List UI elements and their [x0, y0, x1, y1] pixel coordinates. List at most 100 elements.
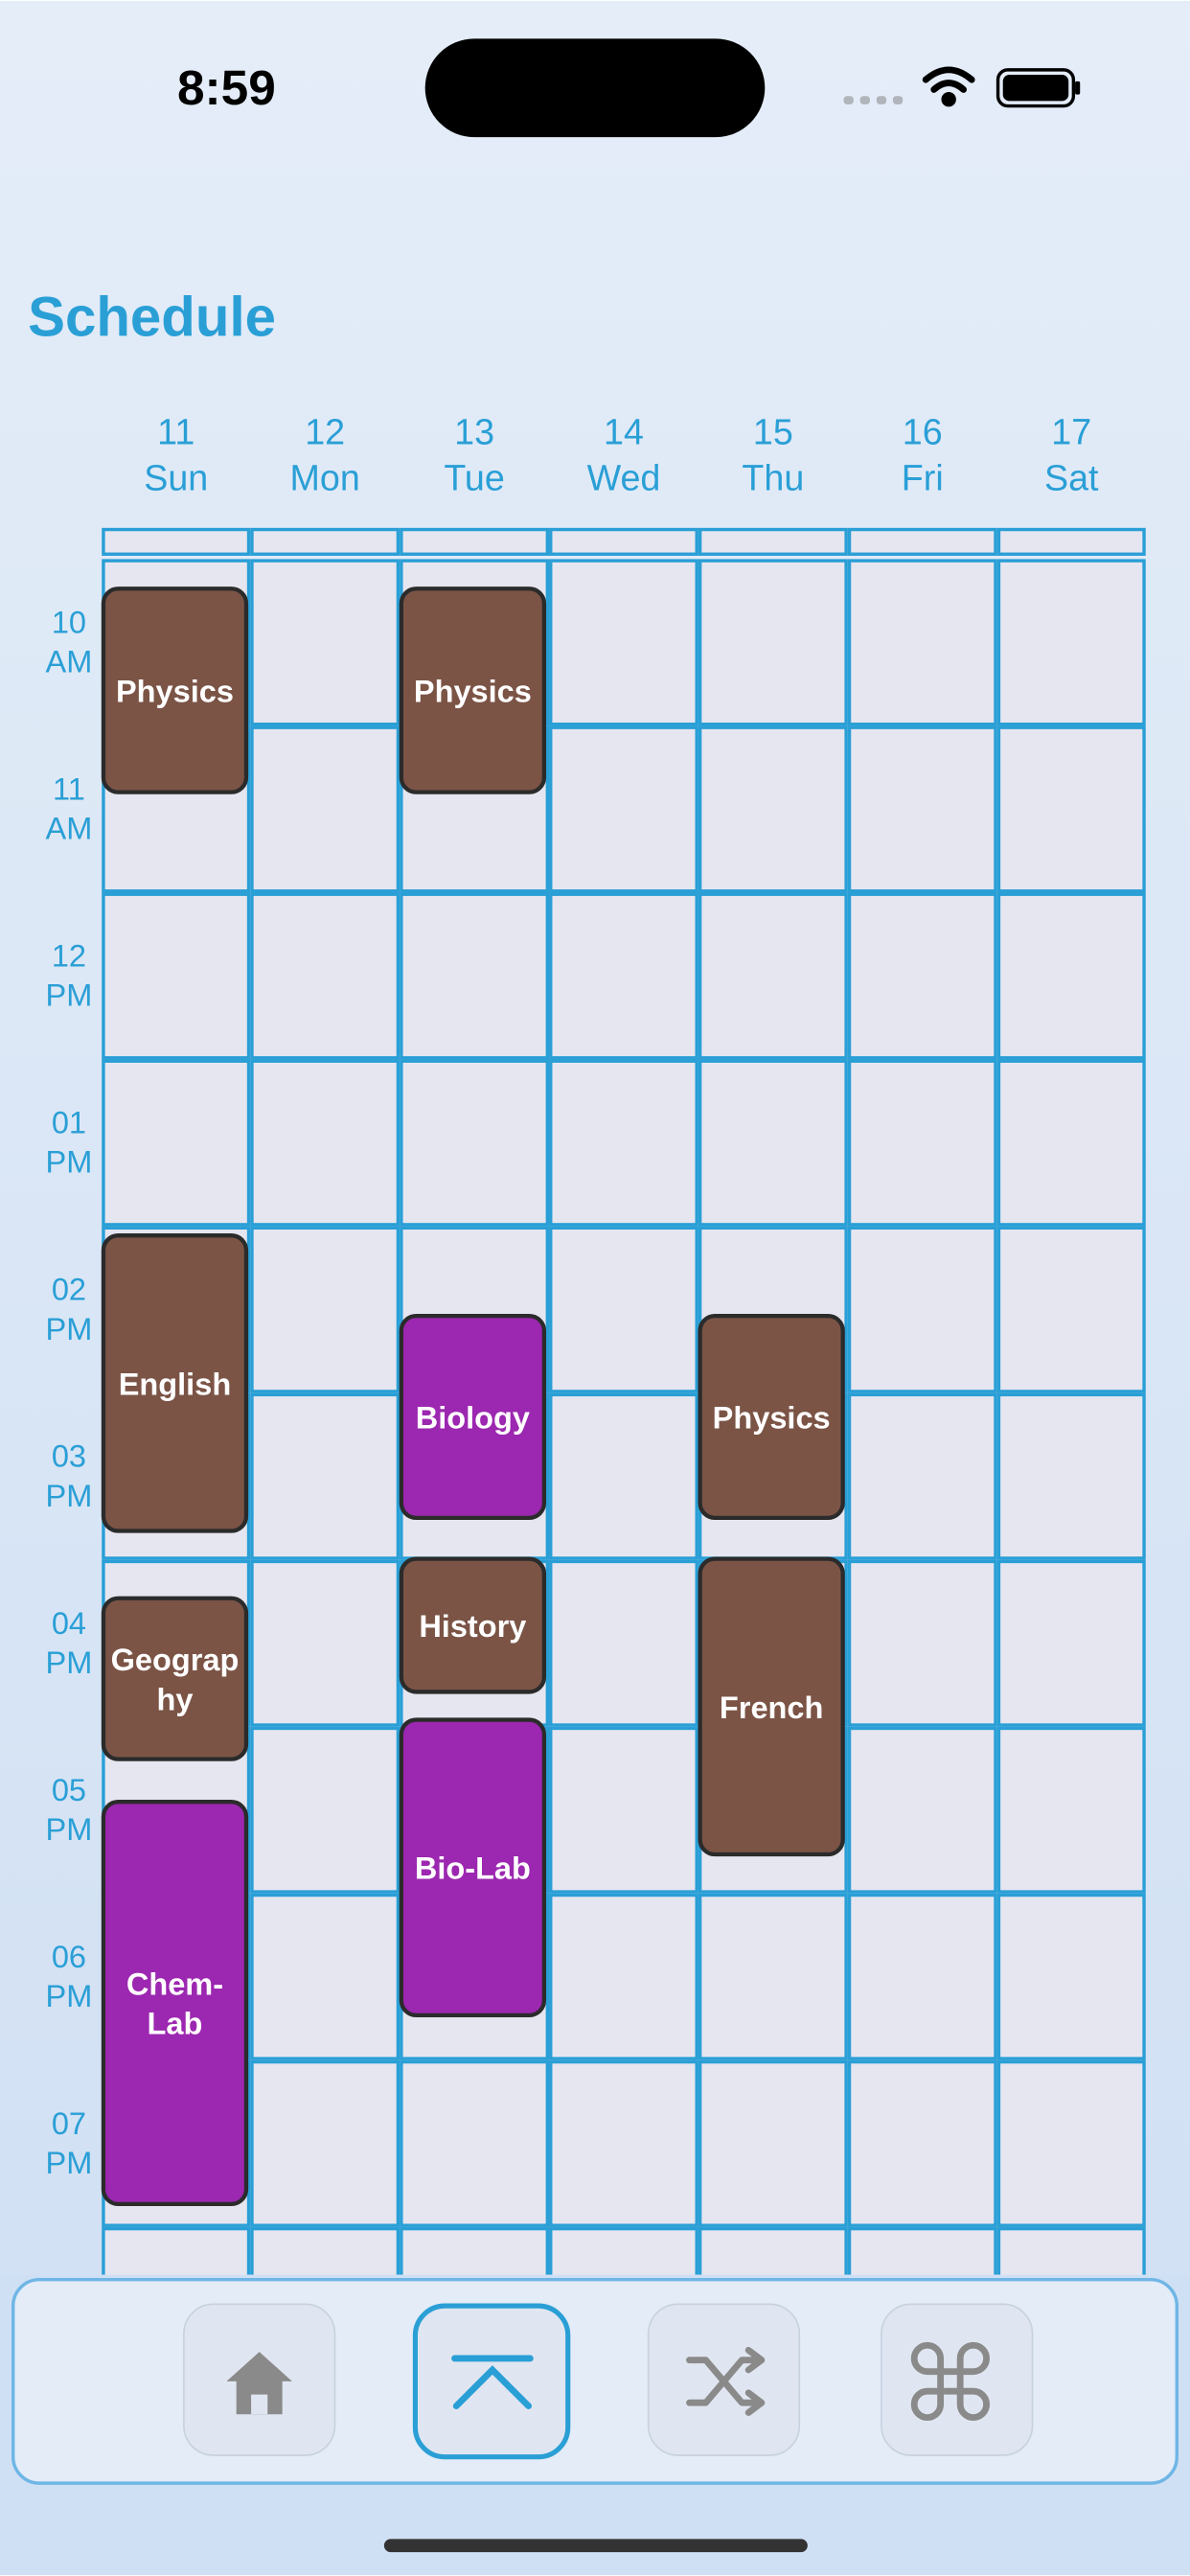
- day-date: 11: [157, 411, 195, 451]
- event-label: Physics: [713, 1400, 831, 1435]
- grid-cell: [996, 1559, 1146, 1727]
- grid-cell: [996, 1059, 1146, 1227]
- grid-cell: [250, 892, 400, 1060]
- event-label: French: [720, 1690, 823, 1725]
- event-box: [399, 586, 547, 794]
- event-box: [101, 1596, 249, 1761]
- day-date: 15: [753, 411, 793, 451]
- event[interactable]: History: [399, 1556, 547, 1694]
- grid-cell: [549, 1226, 698, 1393]
- grid-cell: [250, 725, 400, 893]
- wifi-icon: [922, 66, 975, 107]
- event-label: English: [119, 1367, 231, 1401]
- grid-cell: [400, 2059, 550, 2227]
- grid-cell: [847, 1559, 997, 1727]
- grid-cell: [400, 527, 550, 556]
- hour-label: 03: [52, 1439, 86, 1474]
- grid-cell: [996, 2059, 1146, 2227]
- event[interactable]: Biology: [399, 1313, 547, 1520]
- grid-cell: [847, 1392, 997, 1560]
- grid-cell: [549, 1392, 698, 1560]
- grid-cell: [549, 1726, 698, 1894]
- event-box: [101, 1233, 249, 1533]
- home-indicator: [383, 2539, 808, 2553]
- event[interactable]: Physics: [399, 586, 547, 794]
- grid-cell: [847, 527, 997, 556]
- schedule-grid: [102, 527, 1146, 2296]
- event-label: Geograp: [111, 1643, 240, 1677]
- period-label: AM: [46, 812, 93, 846]
- event-box: [399, 1717, 547, 2018]
- event[interactable]: Bio-Lab: [399, 1717, 547, 2018]
- event-label: History: [419, 1609, 526, 1644]
- period-label: PM: [46, 1479, 93, 1513]
- grid-cell: [847, 1726, 997, 1894]
- grid-cell: [996, 892, 1146, 1060]
- grid-cell: [250, 1893, 400, 2060]
- day-name: Wed: [587, 457, 661, 497]
- grid-cell: [250, 1559, 400, 1727]
- hour-label: 12: [52, 939, 86, 974]
- day-date: 16: [903, 411, 943, 451]
- period-label: PM: [46, 1145, 93, 1180]
- grid-cell: [698, 527, 848, 556]
- period-label: PM: [46, 2146, 93, 2180]
- grid-cell: [250, 2059, 400, 2227]
- grid-cell: [847, 1226, 997, 1393]
- grid-cell: [847, 725, 997, 893]
- period-label: PM: [46, 1812, 93, 1847]
- home-button[interactable]: [183, 2303, 336, 2456]
- event-box: [698, 1313, 845, 1520]
- grid-cell: [549, 725, 698, 893]
- grid-cell: [847, 2059, 997, 2227]
- event[interactable]: French: [698, 1556, 845, 1857]
- event-box: [399, 1556, 547, 1694]
- event[interactable]: Geograp hy: [101, 1596, 249, 1761]
- day-name: Sun: [144, 457, 208, 497]
- grid-cell: [996, 1893, 1146, 2060]
- grid-cell: [996, 1392, 1146, 1560]
- event-label: Bio-Lab: [415, 1852, 531, 1886]
- grid-cell: [847, 1893, 997, 2060]
- grid-cell: [698, 892, 848, 1060]
- period-label: PM: [46, 1645, 93, 1680]
- grid-cell: [698, 1893, 848, 2060]
- command-button[interactable]: [881, 2303, 1034, 2456]
- top-button[interactable]: [412, 2303, 571, 2460]
- event-box: [101, 586, 249, 794]
- period-label: PM: [46, 978, 93, 1013]
- battery-icon: [995, 68, 1081, 108]
- event[interactable]: Physics: [101, 586, 249, 794]
- period-label: PM: [46, 1312, 93, 1346]
- event-box: [101, 1800, 249, 2207]
- events: Physics Physics English Biology Physics Histo…: [101, 586, 845, 2207]
- day-name: Fri: [902, 457, 944, 497]
- event[interactable]: Chem- Lab: [101, 1800, 249, 2207]
- grid-cell: [698, 725, 848, 893]
- event-box: [399, 1313, 547, 1520]
- grid-cell: [250, 1726, 400, 1894]
- event[interactable]: Physics: [698, 1313, 845, 1520]
- grid-cell: [698, 1059, 848, 1227]
- event-label: Physics: [414, 674, 532, 708]
- hour-label: 11: [53, 772, 85, 807]
- day-name: Sat: [1044, 457, 1099, 497]
- labels: 11 Sun 12 Mon 13 Tue 14 Wed 15 Thu 16 Fri 17 Sat 10 AM 1…: [46, 411, 1099, 2180]
- grid-cell: [996, 1726, 1146, 1894]
- event-label: hy: [156, 1682, 193, 1716]
- event[interactable]: English: [101, 1233, 249, 1533]
- event-label: Chem-: [126, 1966, 223, 2001]
- status-time: 8:59: [177, 59, 276, 115]
- hour-label: 05: [52, 1773, 86, 1807]
- shuffle-button[interactable]: [647, 2303, 801, 2456]
- grid-cell: [996, 559, 1146, 726]
- day-date: 14: [604, 411, 644, 451]
- hour-label: 02: [52, 1273, 86, 1307]
- grid-cell: [102, 527, 251, 556]
- grid-cell: [549, 892, 698, 1060]
- grid-cell: [549, 527, 698, 556]
- grid-cell: [102, 1059, 251, 1227]
- grid-cell: [549, 1559, 698, 1727]
